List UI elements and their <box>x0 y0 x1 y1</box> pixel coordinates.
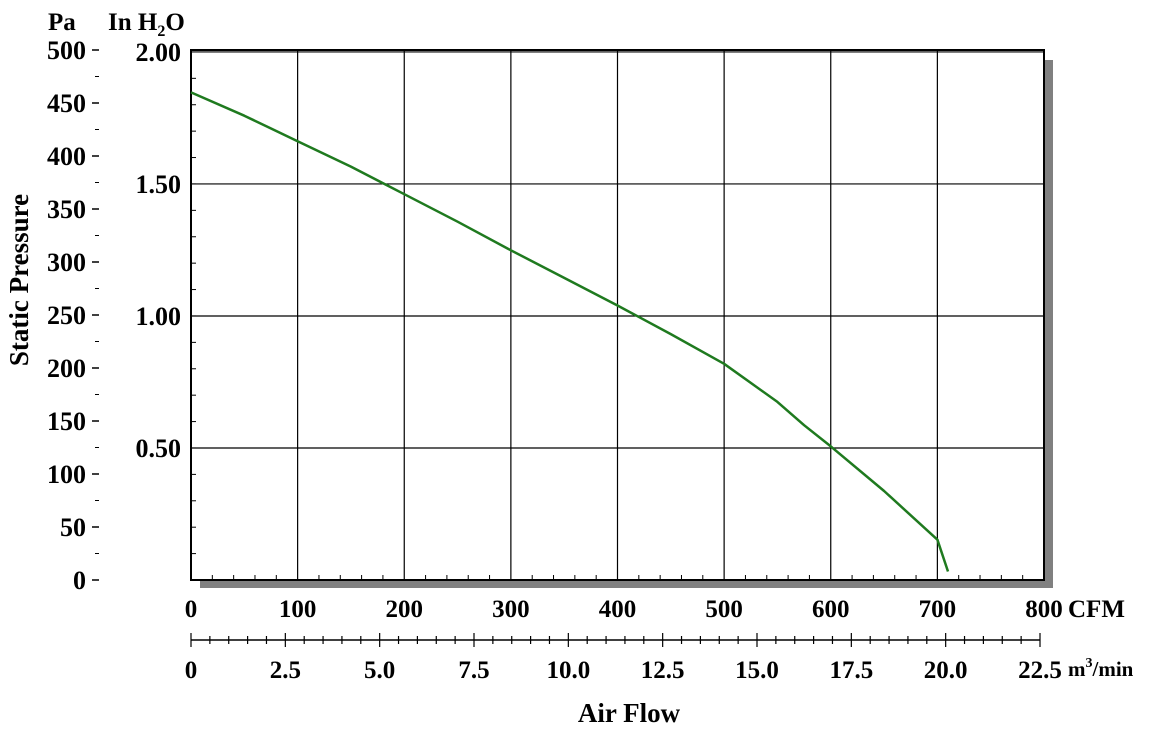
inh2o-axis: 0.50 1.00 1.50 2.00 <box>136 38 182 463</box>
cfm-axis: 0 100 200 300 400 500 600 700 800 <box>185 596 1063 623</box>
pa-axis: 0 50 100 150 200 250 300 350 400 450 500 <box>47 36 99 595</box>
series-line <box>190 91 950 572</box>
pa-tick-label: 250 <box>47 301 86 330</box>
m3min-tick-label: 7.5 <box>458 657 489 684</box>
cfm-tick-label: 700 <box>919 596 957 623</box>
pa-tick-label: 200 <box>47 354 86 383</box>
cfm-tick-label: 100 <box>279 596 317 623</box>
m3min-axis: 0 2.5 5.0 7.5 10.0 12.5 15.0 17.5 20.0 22.5 <box>185 633 1062 684</box>
minor-ticks <box>191 77 1024 580</box>
m3min-tick-label: 10.0 <box>546 657 590 684</box>
series-layer <box>190 91 950 572</box>
cfm-tick-label: 800 <box>1025 596 1063 623</box>
grid <box>191 50 1044 580</box>
m3min-tick-label: 2.5 <box>270 657 301 684</box>
m3min-tick-label: 12.5 <box>641 657 685 684</box>
cfm-tick-label: 400 <box>599 596 637 623</box>
pa-tick-label: 0 <box>73 566 86 595</box>
pa-unit-label: Pa <box>48 9 76 36</box>
pa-tick-label: 350 <box>47 195 86 224</box>
inh2o-tick-label: 1.00 <box>136 302 182 331</box>
pa-tick-label: 450 <box>47 89 86 118</box>
cfm-tick-label: 300 <box>492 596 530 623</box>
inh2o-tick-label: 0.50 <box>136 434 182 463</box>
x-axis-title: Air Flow <box>578 698 681 728</box>
m3min-tick-label: 22.5 <box>1018 657 1062 684</box>
pa-tick-label: 400 <box>47 142 86 171</box>
pa-tick-label: 100 <box>47 460 86 489</box>
pa-tick-label: 300 <box>47 248 86 277</box>
m3min-tick-label: 5.0 <box>364 657 395 684</box>
m3min-tick-label: 0 <box>185 657 198 684</box>
m3min-tick-label: 17.5 <box>829 657 873 684</box>
inh2o-tick-label: 1.50 <box>136 170 182 199</box>
cfm-tick-label: 500 <box>705 596 743 623</box>
cfm-tick-label: 200 <box>386 596 424 623</box>
cfm-tick-label: 600 <box>812 596 850 623</box>
pa-tick-label: 50 <box>60 513 86 542</box>
inh2o-tick-label: 2.00 <box>136 38 182 67</box>
m3min-unit-label: m3/min <box>1068 656 1134 681</box>
pa-tick-label: 150 <box>47 407 86 436</box>
m3min-tick-label: 20.0 <box>924 657 968 684</box>
pa-tick-label: 500 <box>47 36 86 65</box>
cfm-unit-label: CFM <box>1068 596 1125 623</box>
y-axis-title: Static Pressure <box>4 194 34 366</box>
m3min-tick-label: 15.0 <box>735 657 779 684</box>
cfm-tick-label: 0 <box>185 596 198 623</box>
plot-shadow-right <box>1045 60 1053 588</box>
plot-shadow-bottom <box>200 580 1053 588</box>
inh2o-unit-label: In H2O <box>108 9 185 40</box>
